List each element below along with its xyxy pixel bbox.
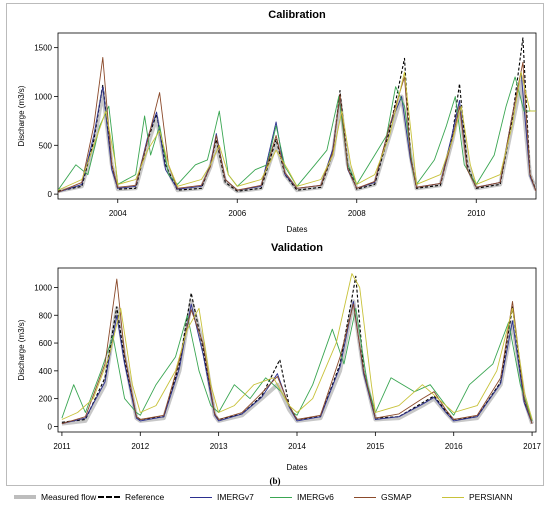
legend-item-imergv7: IMERGv7 <box>190 490 254 504</box>
y-axis-label: Discharge (m3/s) <box>17 319 26 380</box>
legend-item-reference: Reference <box>98 490 164 504</box>
figure-frame <box>6 3 544 486</box>
chart-title: Calibration <box>268 9 326 21</box>
legend-item-gsmap: GSMAP <box>354 490 412 504</box>
y-tick-label: 600 <box>39 339 53 348</box>
legend-swatch <box>442 496 464 498</box>
legend: Measured flow Reference IMERGv7 IMERGv6 GSMA… <box>6 490 544 504</box>
x-tick-label: 2004 <box>109 209 127 218</box>
legend-label: PERSIANN <box>469 492 513 502</box>
series-reference <box>58 37 536 192</box>
legend-swatch <box>190 496 212 498</box>
y-tick-label: 800 <box>39 311 53 320</box>
legend-swatch <box>270 496 292 498</box>
y-tick-label: 200 <box>39 395 53 404</box>
x-tick-label: 2014 <box>288 442 306 451</box>
series-persiann <box>61 273 533 420</box>
legend-item-measured-flow: Measured flow <box>14 490 96 504</box>
x-tick-label: 2010 <box>467 209 485 218</box>
y-tick-label: 400 <box>39 367 53 376</box>
legend-label: IMERGv6 <box>297 492 334 502</box>
legend-label: IMERGv7 <box>217 492 254 502</box>
y-tick-label: 1500 <box>34 44 52 53</box>
legend-swatch <box>14 495 36 499</box>
x-axis-label: Dates <box>287 225 308 234</box>
x-tick-label: 2012 <box>131 442 149 451</box>
x-tick-label: 2013 <box>210 442 228 451</box>
legend-label: Reference <box>125 492 165 502</box>
x-tick-label: 2006 <box>228 209 246 218</box>
x-tick-label: 2011 <box>53 442 71 451</box>
y-tick-label: 1000 <box>34 92 52 101</box>
series-persiann <box>58 71 536 191</box>
y-tick-label: 1000 <box>34 283 52 292</box>
series-imergv7 <box>61 300 533 425</box>
y-tick-label: 500 <box>39 141 53 150</box>
legend-item-persiann: PERSIANN <box>442 490 512 504</box>
legend-label: GSMAP <box>381 492 412 502</box>
x-tick-label: 2015 <box>366 442 384 451</box>
y-axis-label: Discharge (m3/s) <box>17 85 26 146</box>
legend-swatch <box>98 496 120 498</box>
x-tick-label: 2016 <box>445 442 463 451</box>
chart-title: Validation <box>271 242 323 254</box>
x-tick-label: 2008 <box>348 209 366 218</box>
series-measured-flow <box>61 299 535 426</box>
panel-validation: Validation 0 200 400 600 800 1000 2011 2012 2013 2… <box>17 242 542 472</box>
series-gsmap <box>58 56 536 193</box>
plot-area <box>57 32 537 200</box>
plot-area <box>57 267 537 433</box>
x-tick-label: 2017 <box>523 442 541 451</box>
legend-label: Measured flow <box>41 492 97 502</box>
legend-item-imergv6: IMERGv6 <box>270 490 334 504</box>
x-axis-label: Dates <box>287 463 308 472</box>
y-tick-label: 0 <box>48 422 53 431</box>
panel-tag: (b) <box>270 476 281 486</box>
legend-swatch <box>354 496 376 498</box>
y-tick-label: 0 <box>48 190 53 199</box>
panel-calibration: Calibration 0 500 1000 1500 2004 2006 2008 2010 D… <box>17 9 537 234</box>
